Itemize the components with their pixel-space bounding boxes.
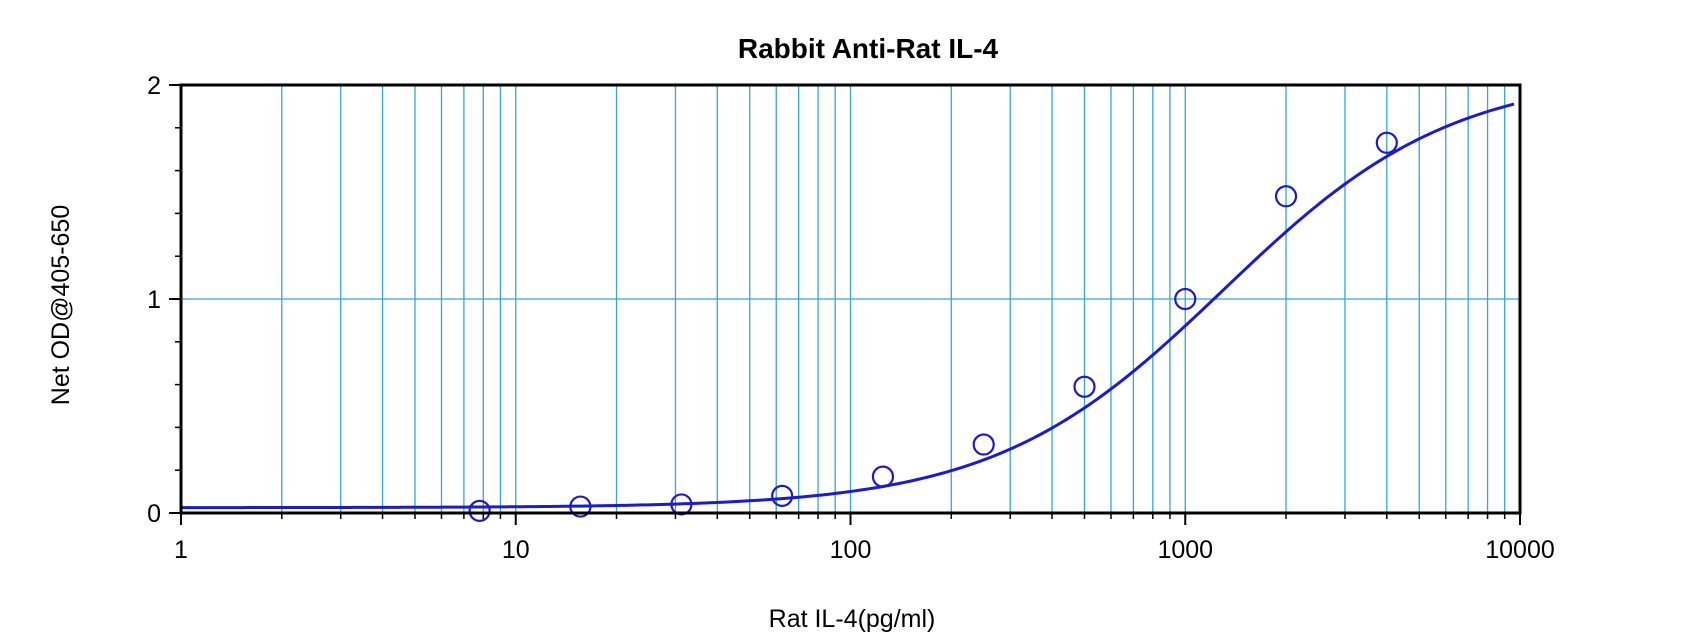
x-tick-label: 10 [502, 536, 530, 564]
x-tick-label: 1 [174, 536, 188, 564]
x-tick-label: 10000 [1485, 536, 1555, 564]
data-point [1073, 375, 1096, 398]
y-axis-label: Net OD@405-650 [47, 205, 75, 405]
x-tick-label: 1000 [1157, 536, 1213, 564]
x-tick-label: 100 [830, 536, 872, 564]
data-point [1375, 131, 1398, 154]
y-tick-label: 1 [147, 286, 161, 314]
x-axis-label: Rat IL-4(pg/ml) [769, 605, 936, 633]
data-point [569, 495, 592, 518]
data-point [771, 484, 794, 507]
data-point [1174, 287, 1197, 311]
series-layer [181, 102, 1515, 522]
data-point [468, 499, 491, 522]
fit-curve [181, 102, 1515, 510]
data-point [972, 433, 995, 456]
data-point [1274, 185, 1298, 208]
y-tick-label: 0 [147, 500, 161, 528]
chart-title: Rabbit Anti-Rat IL-4 [738, 33, 999, 64]
y-tick-label: 2 [147, 72, 161, 100]
axis-ticks [169, 84, 1521, 525]
data-point [871, 465, 895, 488]
plot-frame [179, 83, 1522, 515]
grid [181, 85, 1520, 513]
